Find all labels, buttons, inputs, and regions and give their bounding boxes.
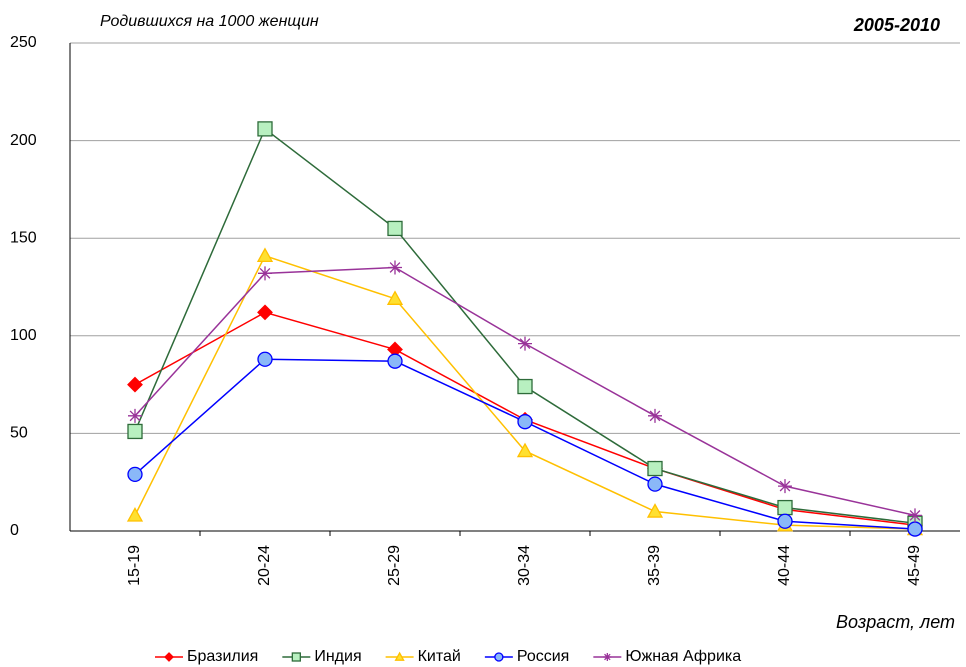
marker [494, 652, 504, 662]
marker [777, 513, 793, 529]
legend-label: Россия [517, 648, 569, 665]
legend-label: Бразилия [187, 648, 258, 665]
x-tick-label: 45-49 [906, 545, 923, 586]
marker [257, 121, 273, 137]
chart-title: Родившихся на 1000 женщин [100, 13, 319, 30]
marker [907, 521, 923, 537]
marker [127, 423, 143, 440]
marker [647, 460, 663, 477]
x-tick-label: 20-24 [256, 545, 273, 586]
marker [778, 479, 792, 494]
legend-item: Индия [282, 648, 362, 665]
legend-item: Бразилия [155, 648, 258, 665]
chart-subtitle: 2005-2010 [853, 15, 940, 35]
marker [164, 652, 174, 662]
marker [126, 507, 144, 522]
marker [258, 266, 272, 281]
legend-label: Китай [418, 648, 461, 665]
marker [394, 651, 405, 661]
x-tick-label: 25-29 [386, 545, 403, 586]
marker [908, 508, 922, 523]
y-tick-label: 150 [10, 229, 37, 246]
legend-item: Китай [385, 648, 461, 665]
marker [518, 336, 532, 351]
x-axis-label: Возраст, лет [836, 612, 955, 632]
marker [777, 499, 793, 516]
legend-item: Россия [484, 648, 569, 665]
y-tick-label: 0 [10, 522, 19, 539]
marker [387, 353, 403, 369]
x-tick-label: 40-44 [776, 545, 793, 586]
marker [257, 351, 273, 367]
marker [648, 408, 662, 423]
marker [256, 247, 274, 263]
marker [647, 476, 663, 492]
legend-label: Южная Африка [625, 648, 741, 665]
x-tick-label: 30-34 [516, 545, 533, 586]
y-tick-label: 200 [10, 132, 37, 149]
marker [386, 290, 404, 305]
legend-item: Южная Африка [593, 648, 741, 665]
marker [387, 220, 403, 237]
marker [517, 378, 533, 395]
marker [128, 408, 142, 423]
x-tick-label: 15-19 [126, 545, 143, 586]
marker [646, 503, 664, 518]
marker [517, 414, 533, 430]
marker [388, 260, 402, 275]
y-tick-label: 50 [10, 425, 28, 442]
marker [127, 376, 143, 393]
marker [516, 442, 534, 458]
legend-label: Индия [314, 648, 361, 665]
x-tick-label: 35-39 [646, 545, 663, 586]
y-tick-label: 100 [10, 327, 37, 344]
marker [291, 652, 301, 662]
marker [257, 304, 273, 321]
series-line [134, 127, 916, 524]
y-tick-label: 250 [10, 34, 37, 51]
marker [127, 466, 143, 483]
marker [603, 653, 612, 661]
